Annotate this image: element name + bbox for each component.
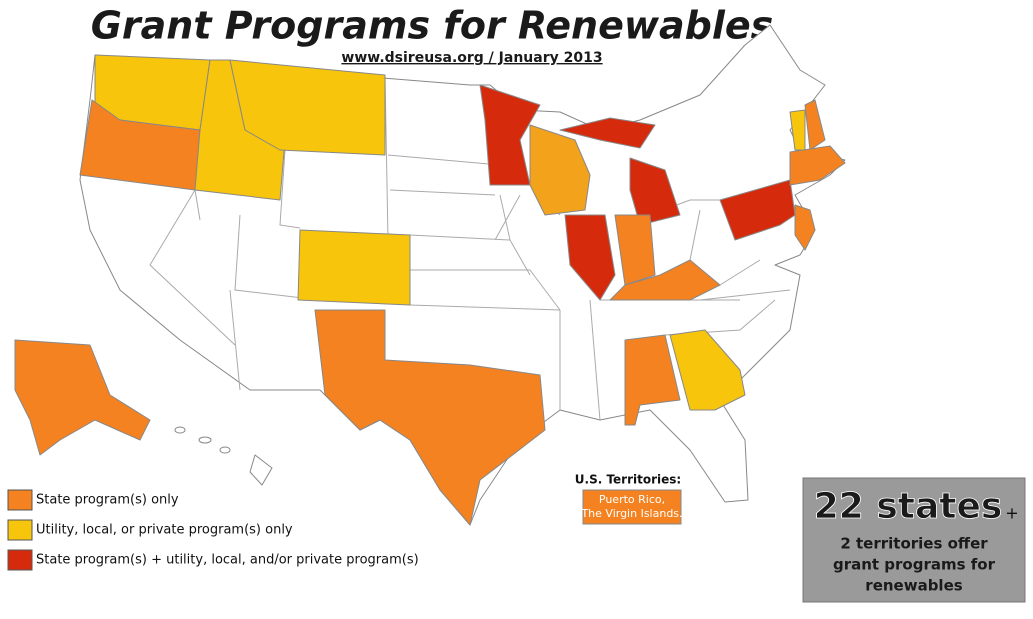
legend-swatch — [7, 519, 33, 541]
state — [794, 204, 816, 251]
state — [314, 309, 546, 526]
legend-label: State program(s) + utility, local, and/o… — [36, 553, 419, 568]
hawaii — [174, 426, 273, 486]
legend-swatch — [7, 549, 33, 571]
territory-line: Puerto Rico, — [599, 493, 665, 506]
state — [669, 329, 746, 411]
state — [614, 214, 656, 286]
summary-plus: + — [1005, 504, 1018, 523]
state — [564, 214, 616, 301]
state — [529, 124, 591, 216]
territories-box — [582, 489, 682, 525]
summary-line: grant programs for — [833, 556, 996, 574]
summary-line: 2 territories offer — [840, 535, 988, 553]
summary-line: renewables — [865, 577, 962, 595]
state — [719, 179, 796, 241]
title: Grant Programs for Renewables — [91, 4, 774, 48]
state — [629, 157, 681, 226]
state — [229, 59, 386, 156]
summary-box — [802, 477, 1026, 603]
state — [804, 99, 826, 151]
legend-swatch — [7, 489, 33, 511]
territories-heading: U.S. Territories: — [575, 473, 681, 487]
summary-lines: 2 territories offer grant programs for ren… — [833, 535, 996, 595]
state — [559, 117, 656, 149]
state — [297, 229, 411, 306]
territory-line: The Virgin Islands. — [580, 507, 682, 520]
state — [789, 145, 846, 186]
legend-label: Utility, local, or private program(s) on… — [36, 523, 293, 538]
subtitle: www.dsireusa.org / January 2013 — [341, 50, 602, 66]
state — [14, 339, 151, 456]
legend: State program(s) only Utility, local, or … — [7, 489, 419, 571]
territories-lines: Puerto Rico,The Virgin Islands. — [580, 493, 682, 520]
map — [14, 24, 846, 526]
legend-label: State program(s) only — [36, 493, 179, 508]
state — [609, 259, 721, 301]
summary-headline: 22 states — [814, 486, 1003, 527]
state — [624, 334, 681, 426]
